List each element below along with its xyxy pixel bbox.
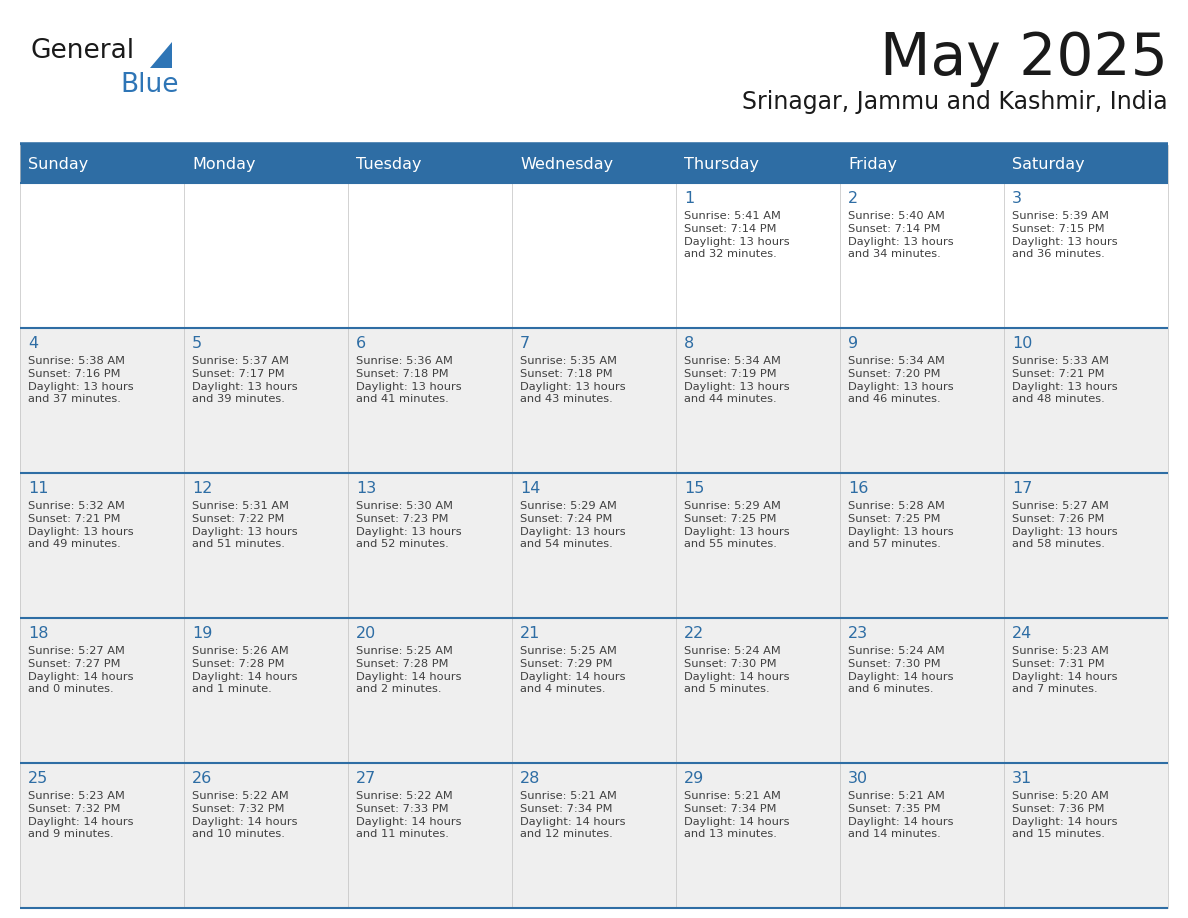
Text: Thursday: Thursday [684,156,759,172]
Text: 2: 2 [848,191,858,206]
Bar [20,763,1168,908]
Text: Sunrise: 5:24 AM
Sunset: 7:30 PM
Daylight: 14 hours
and 6 minutes.: Sunrise: 5:24 AM Sunset: 7:30 PM Dayligh… [848,646,954,694]
Text: Sunrise: 5:25 AM
Sunset: 7:29 PM
Daylight: 14 hours
and 4 minutes.: Sunrise: 5:25 AM Sunset: 7:29 PM Dayligh… [520,646,626,694]
Text: 12: 12 [192,481,213,496]
Text: Sunrise: 5:37 AM
Sunset: 7:17 PM
Daylight: 13 hours
and 39 minutes.: Sunrise: 5:37 AM Sunset: 7:17 PM Dayligh… [192,356,298,405]
Text: 25: 25 [29,771,49,786]
Bar [20,328,1168,473]
Polygon shape [150,42,172,68]
Bar [20,618,1168,763]
Text: 15: 15 [684,481,704,496]
Text: 26: 26 [192,771,213,786]
Text: 20: 20 [356,626,377,641]
Text: Sunrise: 5:22 AM
Sunset: 7:32 PM
Daylight: 14 hours
and 10 minutes.: Sunrise: 5:22 AM Sunset: 7:32 PM Dayligh… [192,791,297,839]
Text: 27: 27 [356,771,377,786]
Text: Sunrise: 5:20 AM
Sunset: 7:36 PM
Daylight: 14 hours
and 15 minutes.: Sunrise: 5:20 AM Sunset: 7:36 PM Dayligh… [1012,791,1118,839]
Text: 16: 16 [848,481,868,496]
Text: 7: 7 [520,336,530,351]
Text: Sunrise: 5:25 AM
Sunset: 7:28 PM
Daylight: 14 hours
and 2 minutes.: Sunrise: 5:25 AM Sunset: 7:28 PM Dayligh… [356,646,461,694]
Text: Sunrise: 5:23 AM
Sunset: 7:31 PM
Daylight: 14 hours
and 7 minutes.: Sunrise: 5:23 AM Sunset: 7:31 PM Dayligh… [1012,646,1118,694]
Text: 21: 21 [520,626,541,641]
Bar [20,473,1168,618]
Text: 19: 19 [192,626,213,641]
Text: 6: 6 [356,336,366,351]
Text: 4: 4 [29,336,38,351]
Text: 3: 3 [1012,191,1022,206]
Text: Blue: Blue [120,72,178,98]
Text: Sunrise: 5:41 AM
Sunset: 7:14 PM
Daylight: 13 hours
and 32 minutes.: Sunrise: 5:41 AM Sunset: 7:14 PM Dayligh… [684,211,790,260]
Text: Sunrise: 5:30 AM
Sunset: 7:23 PM
Daylight: 13 hours
and 52 minutes.: Sunrise: 5:30 AM Sunset: 7:23 PM Dayligh… [356,501,462,549]
Text: 17: 17 [1012,481,1032,496]
Text: Sunrise: 5:21 AM
Sunset: 7:34 PM
Daylight: 14 hours
and 13 minutes.: Sunrise: 5:21 AM Sunset: 7:34 PM Dayligh… [684,791,790,839]
Text: 13: 13 [356,481,377,496]
Text: 30: 30 [848,771,868,786]
Text: Sunrise: 5:22 AM
Sunset: 7:33 PM
Daylight: 14 hours
and 11 minutes.: Sunrise: 5:22 AM Sunset: 7:33 PM Dayligh… [356,791,461,839]
Text: Sunrise: 5:32 AM
Sunset: 7:21 PM
Daylight: 13 hours
and 49 minutes.: Sunrise: 5:32 AM Sunset: 7:21 PM Dayligh… [29,501,133,549]
Bar [20,145,1168,183]
Text: Sunrise: 5:29 AM
Sunset: 7:24 PM
Daylight: 13 hours
and 54 minutes.: Sunrise: 5:29 AM Sunset: 7:24 PM Dayligh… [520,501,626,549]
Text: Sunday: Sunday [29,156,88,172]
Text: 18: 18 [29,626,49,641]
Text: Monday: Monday [192,156,255,172]
Text: 1: 1 [684,191,694,206]
Text: 28: 28 [520,771,541,786]
Text: Sunrise: 5:29 AM
Sunset: 7:25 PM
Daylight: 13 hours
and 55 minutes.: Sunrise: 5:29 AM Sunset: 7:25 PM Dayligh… [684,501,790,549]
Text: Sunrise: 5:28 AM
Sunset: 7:25 PM
Daylight: 13 hours
and 57 minutes.: Sunrise: 5:28 AM Sunset: 7:25 PM Dayligh… [848,501,954,549]
Text: 22: 22 [684,626,704,641]
Text: Sunrise: 5:21 AM
Sunset: 7:34 PM
Daylight: 14 hours
and 12 minutes.: Sunrise: 5:21 AM Sunset: 7:34 PM Dayligh… [520,791,626,839]
Text: 10: 10 [1012,336,1032,351]
Text: Saturday: Saturday [1012,156,1085,172]
Text: Sunrise: 5:36 AM
Sunset: 7:18 PM
Daylight: 13 hours
and 41 minutes.: Sunrise: 5:36 AM Sunset: 7:18 PM Dayligh… [356,356,462,405]
Text: May 2025: May 2025 [880,30,1168,87]
Text: Srinagar, Jammu and Kashmir, India: Srinagar, Jammu and Kashmir, India [742,90,1168,114]
Text: 23: 23 [848,626,868,641]
Text: 9: 9 [848,336,858,351]
Text: 11: 11 [29,481,49,496]
Text: 29: 29 [684,771,704,786]
Text: Tuesday: Tuesday [356,156,422,172]
Text: Sunrise: 5:33 AM
Sunset: 7:21 PM
Daylight: 13 hours
and 48 minutes.: Sunrise: 5:33 AM Sunset: 7:21 PM Dayligh… [1012,356,1118,405]
Text: 5: 5 [192,336,202,351]
Text: Sunrise: 5:31 AM
Sunset: 7:22 PM
Daylight: 13 hours
and 51 minutes.: Sunrise: 5:31 AM Sunset: 7:22 PM Dayligh… [192,501,298,549]
Text: Sunrise: 5:23 AM
Sunset: 7:32 PM
Daylight: 14 hours
and 9 minutes.: Sunrise: 5:23 AM Sunset: 7:32 PM Dayligh… [29,791,133,839]
Bar [20,183,1168,328]
Text: Sunrise: 5:38 AM
Sunset: 7:16 PM
Daylight: 13 hours
and 37 minutes.: Sunrise: 5:38 AM Sunset: 7:16 PM Dayligh… [29,356,133,405]
Text: 24: 24 [1012,626,1032,641]
Text: Sunrise: 5:35 AM
Sunset: 7:18 PM
Daylight: 13 hours
and 43 minutes.: Sunrise: 5:35 AM Sunset: 7:18 PM Dayligh… [520,356,626,405]
Text: Sunrise: 5:39 AM
Sunset: 7:15 PM
Daylight: 13 hours
and 36 minutes.: Sunrise: 5:39 AM Sunset: 7:15 PM Dayligh… [1012,211,1118,260]
Text: Sunrise: 5:27 AM
Sunset: 7:27 PM
Daylight: 14 hours
and 0 minutes.: Sunrise: 5:27 AM Sunset: 7:27 PM Dayligh… [29,646,133,694]
Text: Friday: Friday [848,156,897,172]
Text: Sunrise: 5:27 AM
Sunset: 7:26 PM
Daylight: 13 hours
and 58 minutes.: Sunrise: 5:27 AM Sunset: 7:26 PM Dayligh… [1012,501,1118,549]
Text: Wednesday: Wednesday [520,156,613,172]
Text: Sunrise: 5:34 AM
Sunset: 7:20 PM
Daylight: 13 hours
and 46 minutes.: Sunrise: 5:34 AM Sunset: 7:20 PM Dayligh… [848,356,954,405]
Text: Sunrise: 5:40 AM
Sunset: 7:14 PM
Daylight: 13 hours
and 34 minutes.: Sunrise: 5:40 AM Sunset: 7:14 PM Dayligh… [848,211,954,260]
Text: Sunrise: 5:26 AM
Sunset: 7:28 PM
Daylight: 14 hours
and 1 minute.: Sunrise: 5:26 AM Sunset: 7:28 PM Dayligh… [192,646,297,694]
Text: 31: 31 [1012,771,1032,786]
Text: Sunrise: 5:24 AM
Sunset: 7:30 PM
Daylight: 14 hours
and 5 minutes.: Sunrise: 5:24 AM Sunset: 7:30 PM Dayligh… [684,646,790,694]
Text: Sunrise: 5:21 AM
Sunset: 7:35 PM
Daylight: 14 hours
and 14 minutes.: Sunrise: 5:21 AM Sunset: 7:35 PM Dayligh… [848,791,954,839]
Text: Sunrise: 5:34 AM
Sunset: 7:19 PM
Daylight: 13 hours
and 44 minutes.: Sunrise: 5:34 AM Sunset: 7:19 PM Dayligh… [684,356,790,405]
Text: General: General [30,38,134,64]
Text: 8: 8 [684,336,694,351]
Text: 14: 14 [520,481,541,496]
